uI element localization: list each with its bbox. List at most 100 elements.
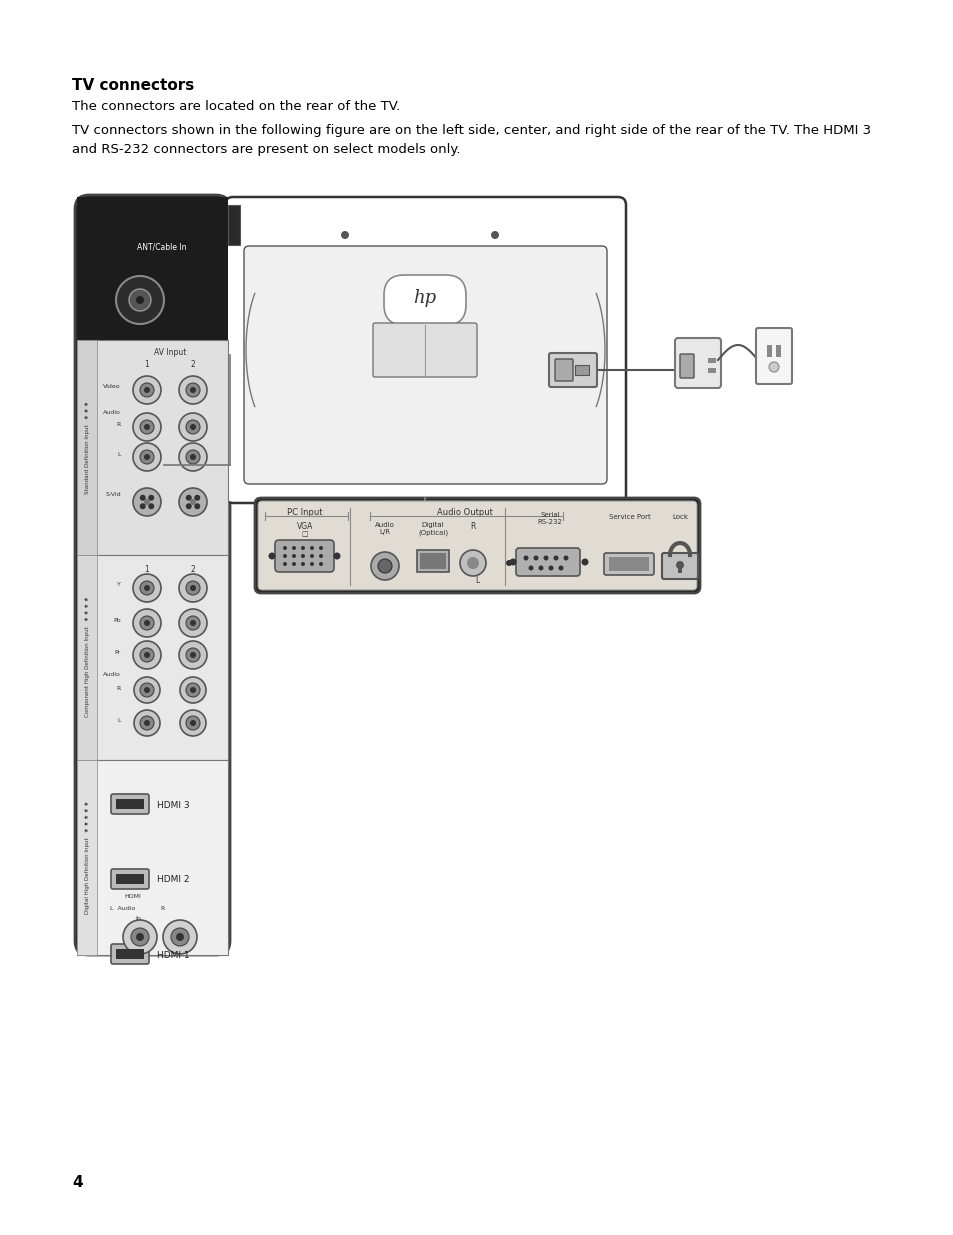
Text: HDMI: HDMI: [125, 894, 141, 899]
Circle shape: [186, 495, 192, 500]
Circle shape: [179, 443, 207, 471]
Circle shape: [140, 420, 153, 433]
Circle shape: [179, 375, 207, 404]
FancyBboxPatch shape: [373, 324, 476, 377]
Circle shape: [548, 566, 553, 571]
Circle shape: [140, 716, 153, 730]
Bar: [608, 557, 648, 571]
Text: In: In: [135, 916, 141, 921]
Text: 1: 1: [145, 359, 150, 369]
FancyBboxPatch shape: [257, 501, 697, 590]
Circle shape: [116, 275, 164, 324]
Circle shape: [133, 677, 160, 703]
Circle shape: [553, 556, 558, 561]
FancyBboxPatch shape: [111, 944, 149, 965]
Text: PC Input: PC Input: [287, 508, 322, 517]
Circle shape: [190, 620, 195, 626]
Circle shape: [148, 495, 154, 500]
Circle shape: [523, 556, 528, 561]
Circle shape: [190, 387, 195, 393]
Circle shape: [505, 559, 512, 566]
Bar: [707, 358, 716, 363]
Circle shape: [543, 556, 548, 561]
Circle shape: [163, 920, 196, 953]
Text: L: L: [117, 452, 121, 457]
Circle shape: [132, 375, 161, 404]
Circle shape: [186, 580, 200, 595]
Text: R: R: [161, 906, 165, 911]
Text: R: R: [116, 422, 121, 427]
Circle shape: [467, 557, 478, 569]
Text: ANT/Cable In: ANT/Cable In: [137, 242, 187, 252]
Bar: [116, 799, 144, 809]
Circle shape: [283, 555, 287, 558]
Bar: [116, 948, 144, 960]
Bar: [379, 501, 470, 529]
Bar: [77, 555, 228, 760]
Text: TV connectors: TV connectors: [71, 78, 194, 93]
Text: 4: 4: [71, 1174, 83, 1191]
Circle shape: [132, 443, 161, 471]
Circle shape: [190, 687, 195, 693]
Circle shape: [140, 580, 153, 595]
Text: R: R: [470, 522, 476, 531]
FancyBboxPatch shape: [679, 354, 693, 378]
Text: Pb: Pb: [113, 618, 121, 622]
Text: L: L: [117, 718, 121, 722]
FancyBboxPatch shape: [675, 338, 720, 388]
Circle shape: [292, 562, 295, 566]
Bar: [575, 366, 588, 375]
Circle shape: [140, 616, 153, 630]
Bar: [419, 553, 446, 569]
Circle shape: [171, 927, 189, 946]
Circle shape: [301, 546, 305, 550]
Circle shape: [190, 585, 195, 592]
Text: Component High Definition Input   ★ ★ ★ ★: Component High Definition Input ★ ★ ★ ★: [84, 597, 90, 718]
Circle shape: [190, 499, 195, 505]
Circle shape: [140, 450, 153, 464]
Circle shape: [139, 495, 146, 500]
Text: and RS-232 connectors are present on select models only.: and RS-232 connectors are present on sel…: [71, 143, 460, 156]
FancyBboxPatch shape: [274, 540, 334, 572]
Text: Audio: Audio: [103, 410, 121, 415]
Text: L: L: [475, 576, 478, 585]
Circle shape: [581, 558, 588, 566]
FancyBboxPatch shape: [548, 353, 597, 387]
Bar: [77, 555, 97, 760]
Circle shape: [139, 503, 146, 509]
Circle shape: [533, 556, 537, 561]
Bar: [77, 198, 228, 340]
FancyBboxPatch shape: [225, 198, 625, 503]
Circle shape: [190, 652, 195, 658]
Circle shape: [186, 683, 200, 697]
Circle shape: [283, 562, 287, 566]
Circle shape: [140, 383, 153, 396]
Circle shape: [179, 488, 207, 516]
Circle shape: [179, 412, 207, 441]
Circle shape: [179, 574, 207, 601]
Text: HDMI 3: HDMI 3: [157, 800, 190, 809]
Text: 1: 1: [145, 564, 150, 574]
Circle shape: [768, 362, 779, 372]
Bar: [77, 340, 228, 555]
Circle shape: [318, 546, 323, 550]
Circle shape: [377, 559, 392, 573]
Bar: [416, 550, 449, 572]
FancyBboxPatch shape: [661, 553, 698, 579]
Text: □: □: [301, 531, 308, 537]
Bar: [365, 529, 484, 541]
Text: TV connectors shown in the following figure are on the left side, center, and ri: TV connectors shown in the following fig…: [71, 124, 870, 137]
Circle shape: [144, 454, 150, 459]
Text: R: R: [116, 685, 121, 690]
Circle shape: [186, 450, 200, 464]
Circle shape: [310, 562, 314, 566]
Circle shape: [136, 932, 144, 941]
Circle shape: [175, 932, 184, 941]
Bar: [707, 368, 716, 373]
Text: Video: Video: [103, 384, 121, 389]
FancyBboxPatch shape: [254, 498, 700, 593]
Bar: [77, 760, 97, 955]
Circle shape: [334, 552, 340, 559]
Circle shape: [310, 555, 314, 558]
Text: 2: 2: [191, 564, 195, 574]
